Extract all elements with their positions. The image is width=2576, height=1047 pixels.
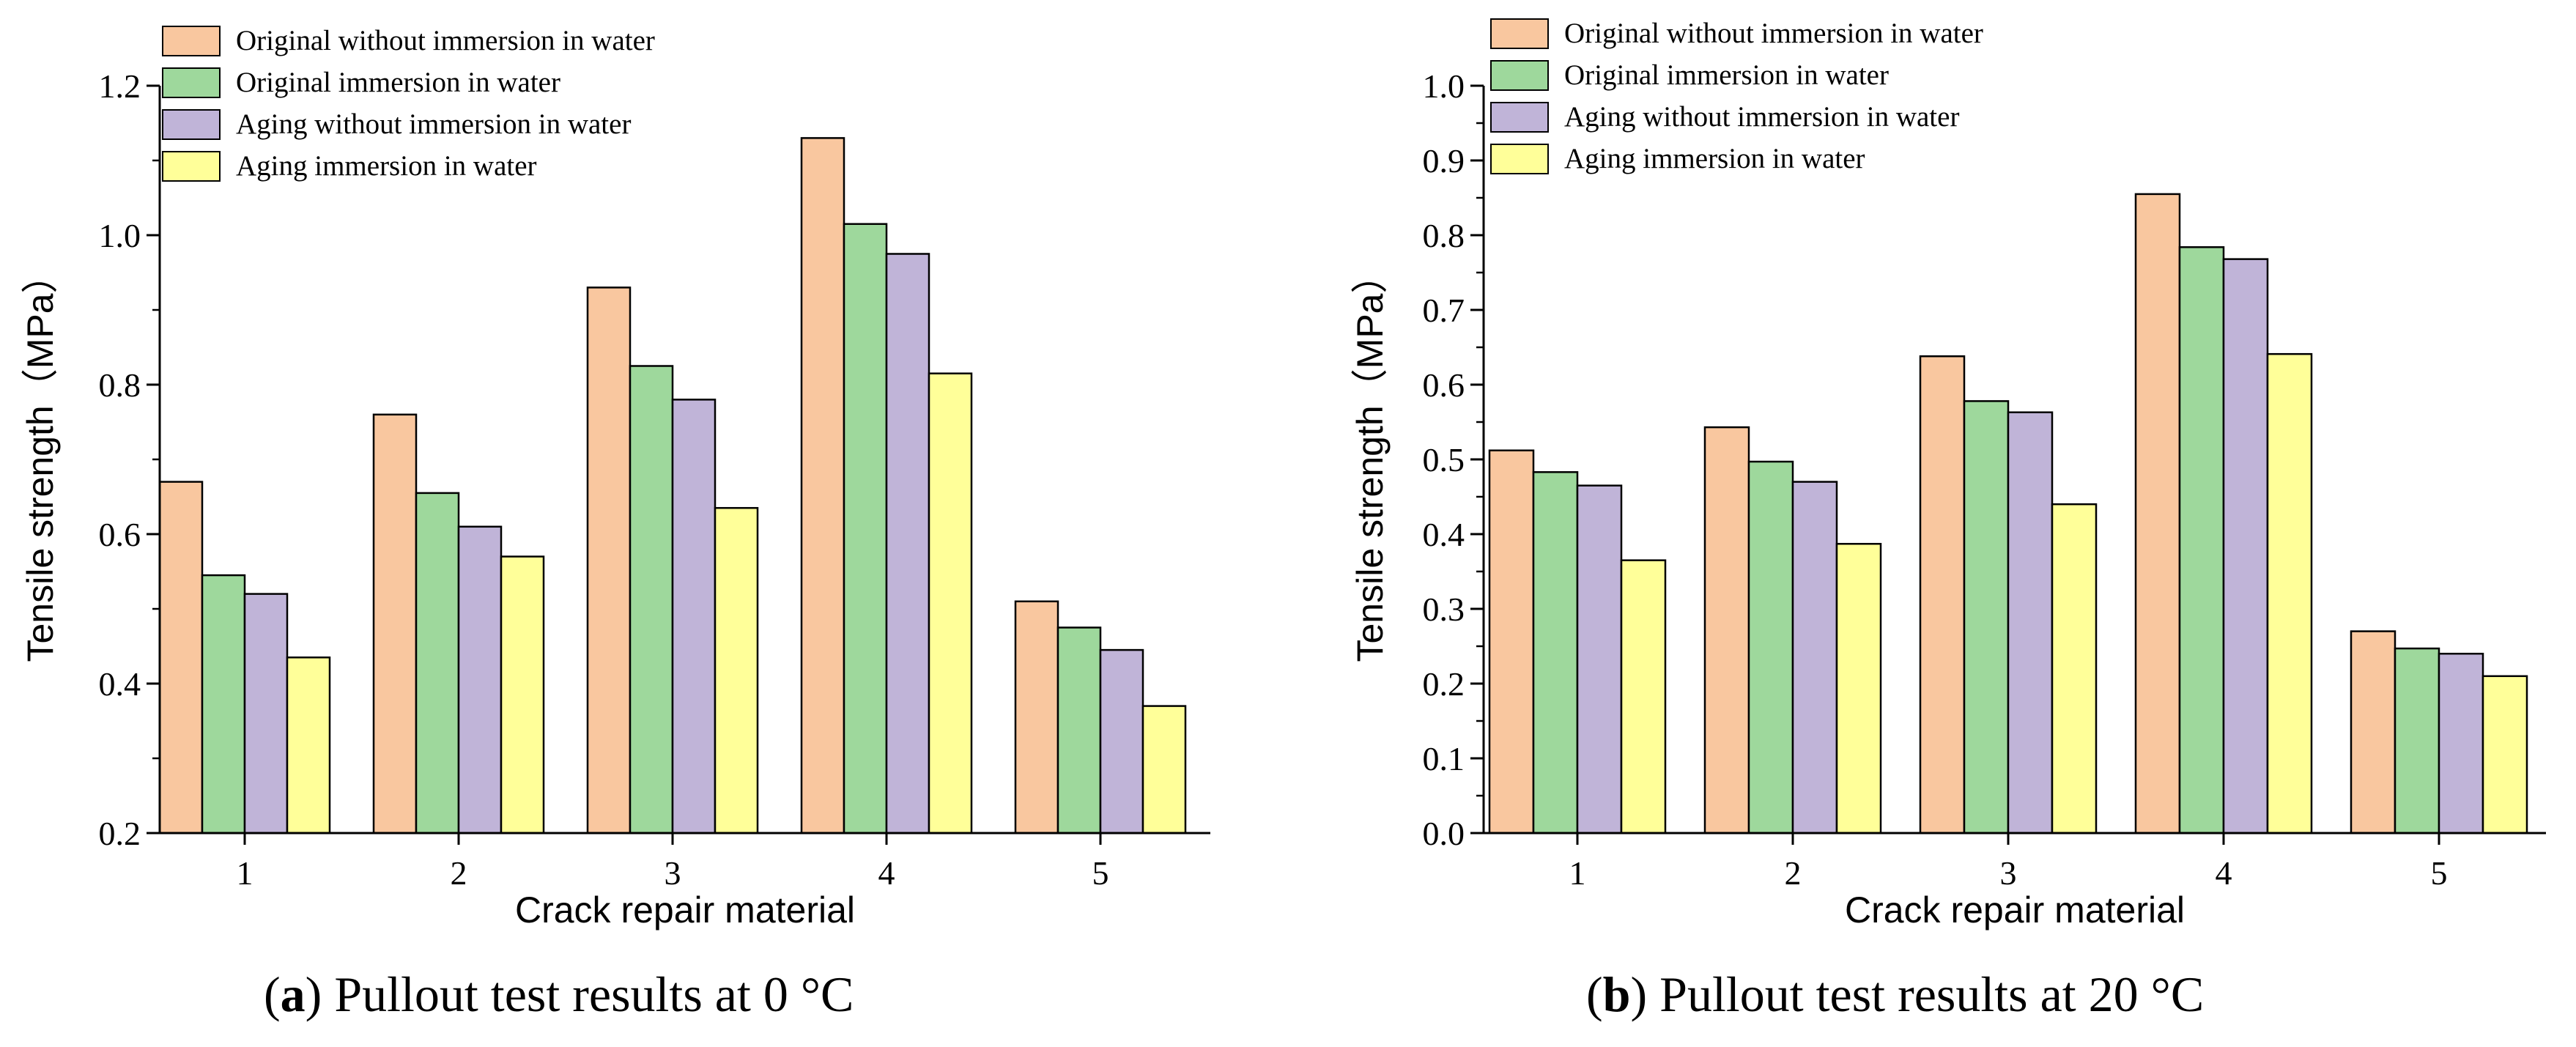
bar-s1-4 — [2134, 193, 2181, 835]
legend-label: Aging immersion in water — [236, 150, 537, 182]
bar-s4-1 — [1620, 559, 1667, 835]
chart-a: 0.2 0.4 0.6 0.8 1.0 1.2 1 2 3 4 5 Crack repair mate… — [20, 25, 1210, 931]
bar-s1-2 — [372, 413, 418, 835]
bar-s2-5 — [1056, 626, 1102, 835]
bar-s2-2 — [415, 492, 460, 835]
y-tick-label: 0.6 — [99, 516, 141, 553]
bar-s3-1 — [1576, 484, 1623, 835]
y-tick-label: 0.9 — [1423, 142, 1465, 180]
bar-s4-4 — [928, 372, 973, 835]
y-tick-label: 1.2 — [99, 67, 141, 105]
bar-s1-3 — [586, 286, 632, 835]
bar-s4-3 — [714, 507, 759, 835]
x-tick-label: 3 — [665, 854, 681, 892]
y-tick-label: 0.3 — [1423, 591, 1465, 628]
bar-s1-5 — [2350, 630, 2397, 835]
y-tick-label: 0.8 — [99, 366, 141, 404]
y-tick-label: 0.4 — [1423, 516, 1465, 553]
y-tick-label: 0.2 — [99, 815, 141, 852]
x-tick-label: 1 — [1569, 854, 1586, 892]
bar-s1-4 — [800, 137, 845, 835]
legend-label: Original immersion in water — [236, 67, 560, 98]
bar-s3-1 — [243, 593, 289, 835]
x-tick-label: 2 — [451, 854, 467, 892]
bar-s2-5 — [2394, 647, 2440, 835]
y-tick-label: 0.7 — [1423, 292, 1465, 329]
bar-s3-3 — [2007, 411, 2054, 835]
legend-label: Original immersion in water — [1564, 59, 1889, 91]
y-tick-label: 1.0 — [1423, 67, 1465, 105]
bar-s4-2 — [500, 555, 545, 835]
bar-s3-5 — [2438, 652, 2484, 835]
bar-s2-1 — [1532, 471, 1579, 835]
legend-label: Original without immersion in water — [1564, 18, 1983, 49]
y-axis-title: Tensile strength（MPa） — [1350, 256, 1391, 662]
legend-label: Aging without immersion in water — [236, 108, 631, 140]
caption-a: (a) Pullout test results at 0 °C — [264, 966, 854, 1022]
bar-s4-5 — [2481, 675, 2528, 835]
x-tick-label: 1 — [237, 854, 253, 892]
y-tick-label: 1.0 — [99, 217, 141, 254]
y-tick-label: 0.8 — [1423, 217, 1465, 254]
legend-swatch — [1490, 60, 1549, 91]
legend: Original without immersion in water Origi… — [162, 25, 655, 182]
bar-s2-1 — [201, 574, 246, 835]
y-tick-label: 0.0 — [1423, 815, 1465, 852]
bar-s2-4 — [2178, 246, 2225, 835]
y-axis-title: Tensile strength（MPa） — [20, 256, 61, 662]
caption-b: (b) Pullout test results at 20 °C — [1586, 966, 2205, 1022]
bar-s3-2 — [457, 525, 503, 835]
legend-swatch — [162, 67, 221, 98]
y-tick-label: 0.5 — [1423, 441, 1465, 478]
x-tick-label: 5 — [2431, 854, 2448, 892]
x-tick-label: 4 — [878, 854, 895, 892]
bar-s1-2 — [1703, 426, 1750, 835]
x-axis-title: Crack repair material — [515, 889, 855, 931]
bar-s4-2 — [1835, 543, 1882, 835]
legend-label: Aging immersion in water — [1564, 143, 1865, 174]
legend-label: Original without immersion in water — [236, 25, 655, 56]
bar-s3-4 — [885, 253, 930, 835]
bar-s1-3 — [1919, 355, 1966, 835]
bar-s4-3 — [2051, 503, 2098, 835]
x-tick-label: 2 — [1785, 854, 1802, 892]
bar-s4-1 — [286, 656, 331, 835]
bar-s2-3 — [1963, 400, 2010, 835]
legend-swatch — [162, 109, 221, 140]
y-tick-label: 0.4 — [99, 665, 141, 703]
y-tick-label: 0.2 — [1423, 665, 1465, 703]
x-tick-label: 4 — [2216, 854, 2232, 892]
x-axis-title: Crack repair material — [1845, 889, 2185, 931]
bar-s3-3 — [671, 399, 717, 835]
legend-swatch — [162, 151, 221, 182]
legend-swatch — [1490, 18, 1549, 49]
bar-s2-4 — [843, 223, 888, 835]
chart-b: 0.0 0.1 0.2 0.3 0.4 0.5 0.6 0.7 0.8 0.9 1.0 1 2 3 4 5 Cr… — [1350, 18, 2546, 931]
bar-s3-2 — [1791, 481, 1838, 835]
legend-swatch — [1490, 144, 1549, 174]
legend-swatch — [162, 26, 221, 56]
bar-s4-5 — [1141, 705, 1187, 835]
x-tick-label: 5 — [1092, 854, 1109, 892]
y-tick-label: 0.6 — [1423, 366, 1465, 404]
bar-s1-1 — [158, 481, 204, 835]
y-tick-label: 0.1 — [1423, 740, 1465, 777]
bar-s4-4 — [2266, 352, 2313, 835]
bar-s2-2 — [1747, 460, 1794, 835]
bar-s1-1 — [1488, 449, 1535, 835]
bar-s3-4 — [2222, 258, 2269, 835]
legend-label: Aging without immersion in water — [1564, 101, 1959, 133]
bar-s1-5 — [1014, 600, 1059, 835]
legend: Original without immersion in water Origi… — [1490, 18, 1983, 174]
x-tick-label: 3 — [2000, 854, 2017, 892]
legend-swatch — [1490, 102, 1549, 133]
bar-s2-3 — [629, 365, 674, 835]
bar-s3-5 — [1099, 648, 1144, 835]
